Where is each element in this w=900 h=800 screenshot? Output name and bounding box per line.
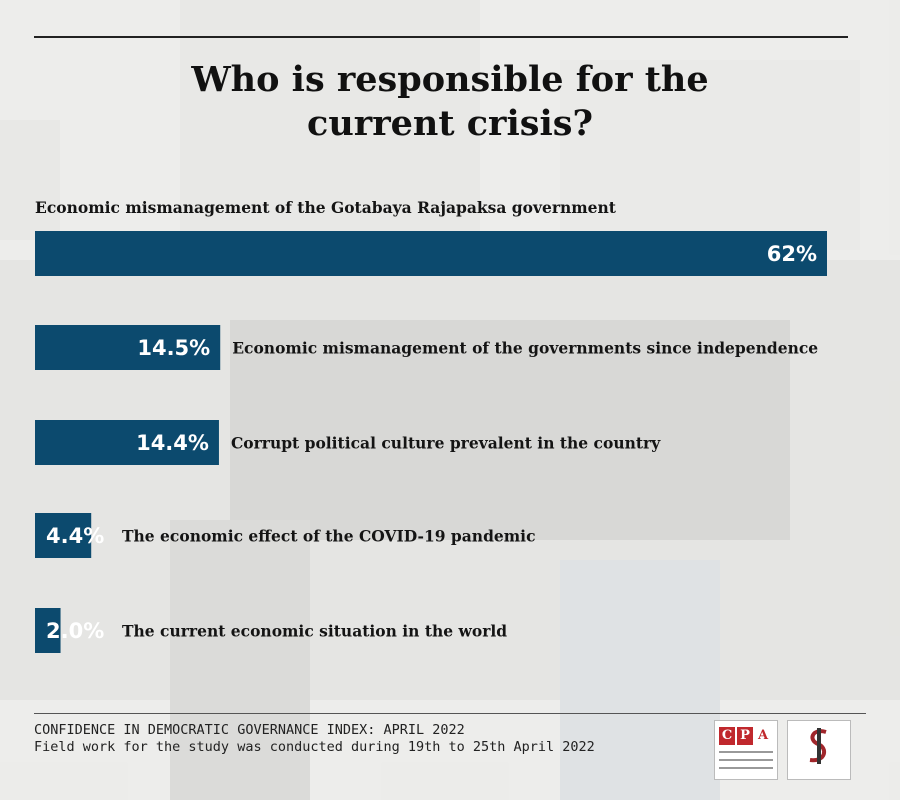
bar-2: [35, 325, 221, 370]
title-line-2: current crisis?: [307, 103, 593, 144]
footer: CONFIDENCE IN DEMOCRATIC GOVERNANCE INDE…: [34, 722, 595, 756]
top-rule: [34, 36, 848, 38]
category-label-4: The economic effect of the COVID-19 pand…: [122, 527, 536, 546]
ssa-emblem-icon: [809, 728, 827, 764]
category-label-1: Economic mismanagement of the Gotabaya R…: [35, 198, 617, 217]
bar-5: [35, 608, 61, 653]
value-label-4: 4.4%: [46, 524, 104, 548]
bar-3: [35, 420, 219, 465]
category-label-3: Corrupt political culture prevalent in t…: [231, 434, 661, 453]
value-label-1: 62%: [767, 242, 817, 266]
category-label-5: The current economic situation in the wo…: [122, 622, 507, 641]
ssa-logo: [787, 720, 851, 780]
cpa-logo: C P A: [714, 720, 778, 780]
value-label-5: 2.0%: [46, 619, 104, 643]
bar-1: [35, 231, 827, 276]
value-label-3: 14.4%: [136, 431, 209, 455]
cpa-caption-line: [719, 767, 773, 769]
cpa-caption-line: [719, 751, 773, 753]
chart-title: Who is responsible for the current crisi…: [0, 58, 900, 146]
value-label-2: 14.5%: [137, 336, 210, 360]
cpa-letters: C P A: [719, 727, 773, 745]
bar-4: [35, 513, 92, 558]
category-label-2: Economic mismanagement of the government…: [232, 339, 818, 358]
title-line-1: Who is responsible for the: [191, 59, 709, 100]
cpa-letter-a: A: [755, 727, 771, 745]
footer-fieldwork-note: Field work for the study was conducted d…: [34, 739, 595, 755]
cpa-letter-c: C: [719, 727, 735, 745]
cpa-caption-line: [719, 759, 773, 761]
bottom-rule: [34, 713, 866, 714]
footer-index-title: CONFIDENCE IN DEMOCRATIC GOVERNANCE INDE…: [34, 722, 465, 738]
cpa-letter-p: P: [737, 727, 753, 745]
